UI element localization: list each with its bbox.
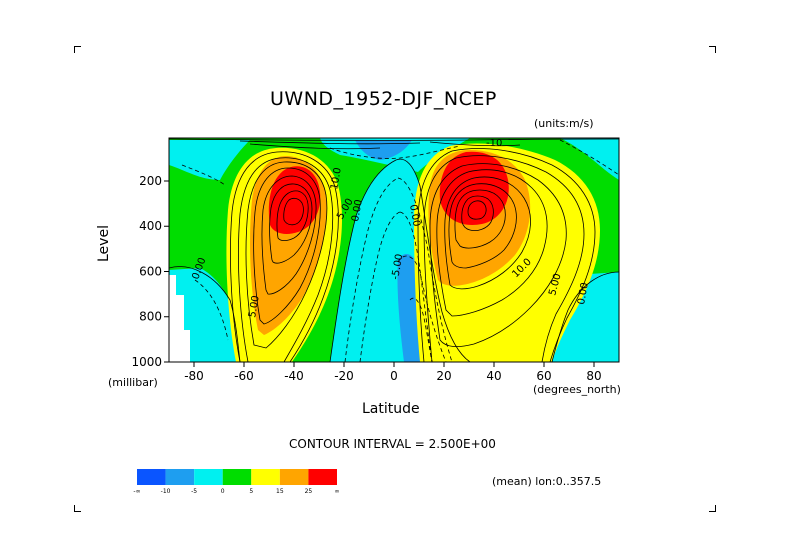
contour-interval-note: CONTOUR INTERVAL = 2.500E+00 (289, 437, 496, 451)
contour-line-dashed (344, 177, 399, 362)
color-bar-swatch (165, 469, 195, 485)
contour-line (253, 167, 321, 325)
contour-line (429, 141, 521, 147)
y-tick-label: 400 (139, 219, 162, 233)
color-bar: -∞ -10 -5 0 5 15 25 ∞ (133, 469, 340, 495)
crop-mark-bottom-left (74, 505, 81, 512)
contour-label: 0.00 (350, 199, 365, 223)
color-bar-swatch (279, 469, 309, 485)
color-bar-label: 0 (221, 488, 225, 495)
x-unit-label: (degrees_north) (533, 383, 621, 396)
fill-band-neg-upper-right (560, 138, 619, 180)
y-tick-label: 1000 (131, 355, 162, 369)
color-bar-label: -5 (191, 488, 197, 495)
y-unit-label: (millibar) (108, 376, 158, 389)
y-tick-label: 600 (139, 264, 162, 278)
crop-mark-top-right (709, 46, 716, 53)
contour-line (551, 271, 619, 362)
color-bar-label: ∞ (335, 488, 340, 495)
contour-line (169, 138, 619, 141)
x-tick-label: 0 (390, 369, 398, 383)
y-tick-label: 200 (139, 174, 162, 188)
contour-line (276, 190, 309, 242)
units-note: (units:m/s) (534, 117, 594, 130)
y-axis-ticks: 200 400 600 800 1000 (131, 174, 169, 369)
contour-line (429, 163, 567, 348)
contour-line (245, 161, 328, 349)
negative-contours (181, 139, 619, 362)
contour-line (395, 158, 471, 362)
color-bar-label: 25 (305, 488, 313, 495)
contour-line-dashed (399, 211, 433, 362)
x-axis-title: Latitude (362, 401, 420, 417)
contour-label: 5.00 (247, 295, 262, 319)
color-bar-label: -10 (161, 488, 171, 495)
contour-line (269, 183, 313, 264)
contour-line (329, 159, 397, 362)
contour-line-dashed (397, 177, 453, 362)
contour-label: 10.0 (329, 167, 344, 191)
x-tick-label: -80 (184, 369, 204, 383)
x-axis-ticks: -80 -60 -40 -20 0 20 40 60 80 (184, 362, 602, 383)
contour-line (230, 151, 339, 362)
fill-band-neg-north-polar (552, 272, 619, 362)
contour-line (436, 169, 548, 317)
color-bar-label: 5 (249, 488, 253, 495)
contour-line (261, 175, 317, 295)
contour-line (454, 189, 506, 249)
fill-band-blue-upper (355, 140, 412, 160)
contour-label: -5.00 (390, 253, 405, 280)
contour-line (423, 155, 585, 362)
crop-mark-bottom-right (709, 505, 716, 512)
contour-lines (169, 138, 619, 362)
color-bar-swatch (308, 469, 337, 485)
color-bar-swatch (137, 469, 166, 485)
contour-line (239, 140, 421, 145)
contour-line-dashed (329, 145, 461, 159)
contour-line (461, 195, 494, 231)
x-tick-label: 40 (486, 369, 501, 383)
chart-title: UWND_1952-DJF_NCEP (270, 88, 497, 110)
color-bar-label: 15 (276, 488, 284, 495)
contour-line (249, 143, 381, 150)
contour-line-dashed (194, 279, 229, 341)
color-bar-swatch (194, 469, 223, 485)
contour-label: 0.00 (407, 204, 422, 228)
contour-label: -10 (486, 138, 502, 149)
x-tick-label: 20 (436, 369, 451, 383)
x-tick-label: -60 (234, 369, 254, 383)
color-bar-labels: -∞ -10 -5 0 5 15 25 ∞ (133, 488, 339, 495)
contour-line (238, 157, 334, 362)
missing-data-region (169, 275, 190, 362)
contour-line (169, 266, 241, 362)
contour-line (467, 200, 487, 220)
x-tick-label: -20 (334, 369, 354, 383)
x-tick-label: 80 (586, 369, 601, 383)
color-bar-swatches (137, 469, 337, 485)
x-tick-label: -40 (284, 369, 304, 383)
contour-line (283, 197, 304, 226)
contour-line (417, 148, 596, 362)
y-tick-label: 800 (139, 310, 162, 324)
y-axis-title: Level (96, 225, 112, 262)
contour-line-dashed (181, 164, 226, 186)
contour-line-dashed (397, 255, 447, 362)
x-tick-label: 60 (536, 369, 551, 383)
color-bar-swatch (251, 469, 280, 485)
color-bar-label: -∞ (133, 488, 140, 495)
crop-mark-top-left (74, 46, 81, 53)
contour-line (444, 176, 531, 290)
contour-label: 0.00 (576, 282, 591, 306)
color-bar-swatch (222, 469, 252, 485)
filled-contours (169, 138, 619, 362)
fill-band-neg-upper (169, 140, 250, 180)
mean-note: (mean) lon:0..357.5 (492, 475, 602, 488)
contour-line (448, 183, 517, 269)
